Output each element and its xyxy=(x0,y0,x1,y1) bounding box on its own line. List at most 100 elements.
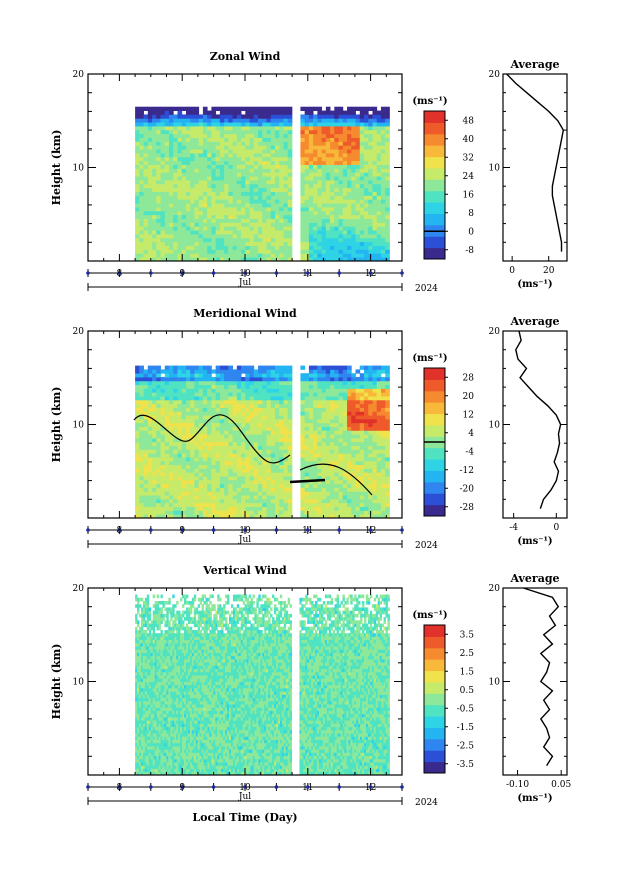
colorbar-segment xyxy=(424,402,445,415)
colorbar-segment xyxy=(424,122,445,135)
colorbar-unit: (ms⁻¹) xyxy=(412,353,447,364)
colorbar-segment xyxy=(424,390,445,403)
time-marker xyxy=(243,271,247,275)
time-marker xyxy=(117,528,122,532)
colorbar-segment xyxy=(424,727,445,740)
time-marker xyxy=(274,271,279,275)
average-y-tick-label: 20 xyxy=(489,70,501,80)
time-marker xyxy=(243,785,247,789)
time-marker xyxy=(86,785,90,789)
colorbar-segment xyxy=(424,236,445,249)
colorbar-segment xyxy=(424,111,445,123)
time-marker xyxy=(368,271,373,275)
contour-line xyxy=(299,463,373,496)
colorbar-segment xyxy=(424,636,445,649)
x-axis-label: Local Time (Day) xyxy=(192,811,297,824)
colorbar-segment xyxy=(424,761,445,774)
panel-title: Meridional Wind xyxy=(193,307,297,320)
contour-line xyxy=(289,478,326,484)
time-marker xyxy=(86,271,90,275)
colorbar-label: 40 xyxy=(463,135,475,145)
time-marker xyxy=(306,785,310,789)
x-tick-label: 11 xyxy=(302,783,313,793)
heatmap-field xyxy=(135,594,390,776)
y-axis-label: Height (km) xyxy=(50,387,63,463)
colorbar-label: 3.5 xyxy=(460,630,475,640)
colorbar-segment xyxy=(424,368,445,380)
time-marker xyxy=(149,271,153,275)
colorbar-label: -0.5 xyxy=(457,704,475,714)
year-label: 2024 xyxy=(415,541,438,551)
colorbar-segment xyxy=(424,625,445,637)
colorbar-label: 48 xyxy=(463,116,475,126)
colorbar-label: 8 xyxy=(468,209,474,219)
y-tick-label: 10 xyxy=(73,164,85,174)
colorbar-label: 0 xyxy=(468,227,474,237)
colorbar-segment xyxy=(424,493,445,506)
average-title: Average xyxy=(509,315,559,328)
year-label: 2024 xyxy=(415,798,438,808)
x-tick-label: 8 xyxy=(117,783,123,793)
heatmap-field xyxy=(135,106,390,262)
colorbar-label: 1.5 xyxy=(460,667,475,677)
colorbar-segment xyxy=(424,379,445,392)
average-frame xyxy=(502,73,568,262)
colorbar-segment xyxy=(424,750,445,763)
colorbar-segment xyxy=(424,693,445,706)
time-marker xyxy=(400,271,404,275)
panel-title: Zonal Wind xyxy=(210,50,281,63)
x-tick-label: 8 xyxy=(117,526,123,536)
x-tick-label: 11 xyxy=(302,526,313,536)
colorbar-label: -12 xyxy=(460,466,475,476)
time-marker xyxy=(400,528,404,532)
contour-line xyxy=(133,414,291,464)
time-marker xyxy=(149,785,153,789)
time-marker xyxy=(180,271,184,275)
colorbar-segment xyxy=(424,247,445,260)
colorbar-segment xyxy=(424,179,445,192)
colorbar-label: 24 xyxy=(463,172,475,182)
x-tick-label: 10 xyxy=(239,526,251,536)
time-marker xyxy=(306,528,310,532)
colorbar-segment xyxy=(424,145,445,158)
y-tick-label: 10 xyxy=(73,678,85,688)
time-marker xyxy=(86,528,90,532)
colorbar-segment xyxy=(424,459,445,471)
time-marker xyxy=(180,785,184,789)
x-tick-label: 8 xyxy=(117,269,123,279)
y-axis-label: Height (km) xyxy=(50,644,63,720)
average-y-tick-label: 10 xyxy=(489,421,501,431)
y-tick-label: 20 xyxy=(73,70,85,80)
average-x-tick-label: -0.10 xyxy=(506,780,529,790)
colorbar-segment xyxy=(424,670,445,683)
colorbar-segment xyxy=(424,202,445,214)
colorbar-label: 20 xyxy=(463,392,475,402)
x-tick-label: 9 xyxy=(179,269,185,279)
time-marker xyxy=(368,785,373,789)
time-marker xyxy=(274,528,279,532)
month-label: Jul xyxy=(238,278,251,288)
colorbar-segment xyxy=(424,659,445,672)
colorbar-segment xyxy=(424,156,445,169)
time-marker xyxy=(211,271,216,275)
average-x-label: (ms⁻¹) xyxy=(517,536,552,547)
colorbar-label: -4 xyxy=(465,447,474,457)
colorbar-segment xyxy=(424,213,445,226)
colorbar-segment xyxy=(424,167,445,180)
colorbar-segment xyxy=(424,738,445,751)
x-tick-label: 10 xyxy=(239,269,251,279)
average-profile-line xyxy=(515,330,562,509)
y-axis-label: Height (km) xyxy=(50,130,63,206)
colorbar-label: 0.5 xyxy=(460,686,475,696)
time-marker xyxy=(337,528,342,532)
average-title: Average xyxy=(509,58,559,71)
time-marker xyxy=(180,528,184,532)
colorbar-label: -8 xyxy=(465,246,474,256)
time-marker xyxy=(274,785,279,789)
average-x-tick-label: 20 xyxy=(543,266,555,276)
time-marker xyxy=(243,528,247,532)
panel-title: Vertical Wind xyxy=(202,564,287,577)
time-marker xyxy=(211,528,216,532)
